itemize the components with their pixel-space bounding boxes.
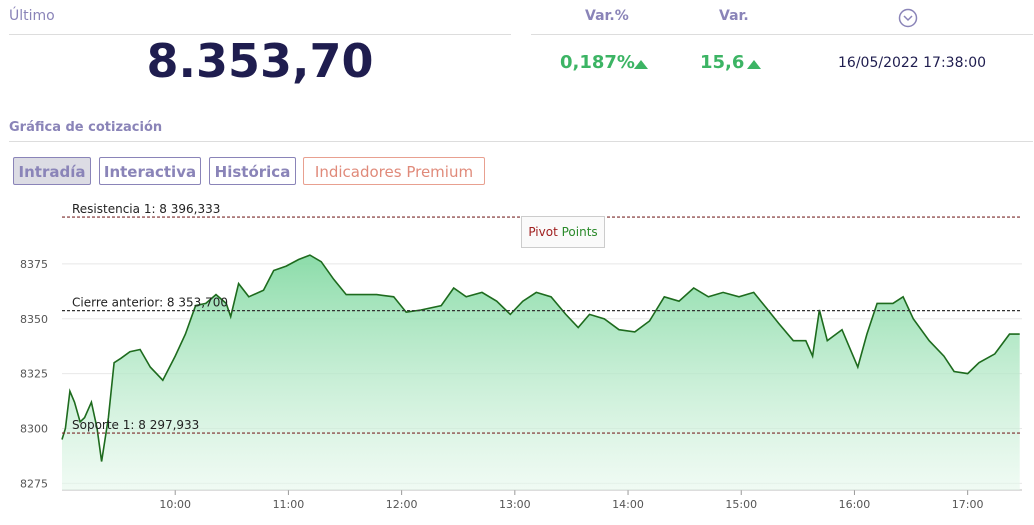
up-arrow <box>634 60 648 69</box>
x-tick-label: 17:00 <box>952 498 984 511</box>
x-tick-label: 10:00 <box>159 498 191 511</box>
pivot-word: Points <box>561 225 598 239</box>
x-tick-label: 16:00 <box>839 498 871 511</box>
divider <box>9 34 511 35</box>
pivot-button[interactable]: Pivot Points <box>521 216 605 248</box>
var-label: Var. <box>719 8 749 24</box>
price-line <box>61 254 1020 462</box>
var-pct-label: Var.% <box>585 8 629 24</box>
tab[interactable]: Interactiva <box>99 157 201 185</box>
x-tick-label: 15:00 <box>725 498 757 511</box>
area <box>62 255 1020 490</box>
tab[interactable]: Histórica <box>209 157 296 185</box>
datetime: 16/05/2022 17:38:00 <box>838 55 987 71</box>
y-tick-label: 8275 <box>20 477 48 490</box>
tab[interactable]: Indicadores Premium <box>303 157 485 185</box>
var: 15,6 <box>700 52 745 73</box>
x-tick-label: 12:00 <box>386 498 418 511</box>
divider <box>9 141 1033 142</box>
x-tick-label: 14:00 <box>612 498 644 511</box>
up-arrow <box>747 60 761 69</box>
reference-label: Cierre anterior: 8 353,700 <box>72 296 228 310</box>
tab[interactable]: Intradía <box>13 157 91 185</box>
y-tick-label: 8300 <box>20 423 48 436</box>
pivot-word: Pivot <box>528 225 558 239</box>
divider <box>531 34 1033 35</box>
last-label: Último <box>9 8 55 24</box>
reference-label: Soporte 1: 8 297,933 <box>72 418 199 432</box>
reference-label: Resistencia 1: 8 396,333 <box>72 202 220 216</box>
y-tick-label: 8375 <box>20 258 48 271</box>
section-title: Gráfica de cotización <box>9 120 163 135</box>
y-tick-label: 8350 <box>20 313 48 326</box>
var-pct: 0,187% <box>560 52 635 73</box>
expand-icon[interactable] <box>898 8 918 28</box>
last-price: 8.353,70 <box>146 34 374 88</box>
x-tick-label: 13:00 <box>499 498 531 511</box>
chart: 8275 8300 8325 8350 8375 10:00 11:00 12:00 13:00… <box>20 202 1022 511</box>
y-tick-label: 8325 <box>20 368 48 381</box>
x-tick-label: 11:00 <box>273 498 305 511</box>
